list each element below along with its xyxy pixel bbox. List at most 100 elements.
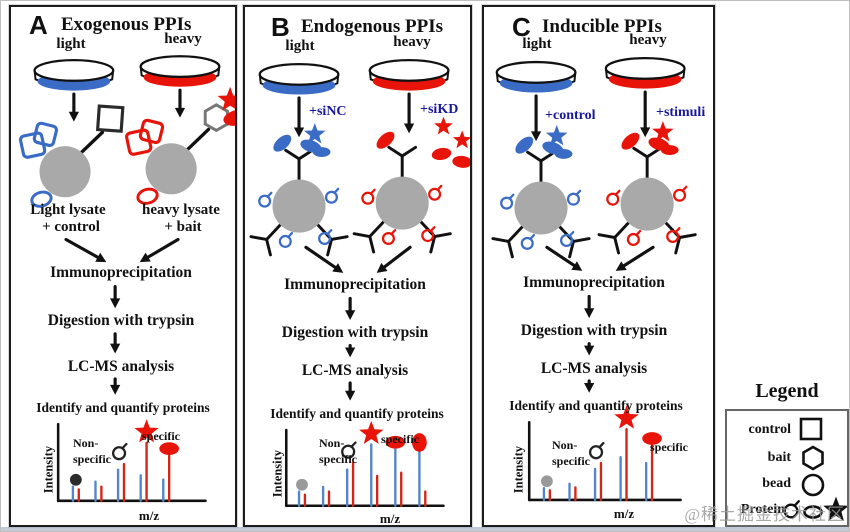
- chart-ylabel: Intensity: [270, 449, 285, 498]
- bait-protein-glyph-icon: [324, 187, 340, 204]
- prey-square-icon: [32, 121, 59, 147]
- antibody-icon: [597, 220, 631, 255]
- bait-protein-glyph-icon: [666, 227, 681, 244]
- bead: [375, 176, 429, 230]
- glyph-ring: [428, 187, 442, 201]
- line: [571, 237, 591, 243]
- protein-star-icon: [359, 420, 384, 444]
- antibody-icon: [249, 222, 283, 257]
- chart-annotation-nonspecific: specific: [73, 452, 111, 466]
- bead: [145, 143, 197, 195]
- line: [674, 236, 682, 255]
- protein-star-icon: [434, 116, 453, 135]
- glyph-tail: [333, 187, 340, 194]
- treatment-sikd: +siKD: [420, 102, 459, 117]
- glyph-tail: [681, 185, 688, 192]
- antibody-icon: [663, 220, 697, 255]
- glyph-tail: [575, 189, 582, 196]
- nonspecific-dot-icon: [69, 473, 82, 486]
- glyph-ring: [560, 233, 574, 247]
- line: [613, 220, 631, 239]
- bait-protein-glyph-icon: [626, 229, 642, 246]
- protein-oval-icon: [452, 155, 470, 168]
- arrow-head: [403, 123, 415, 134]
- panel-title: Inducible PPIs: [542, 16, 662, 37]
- lysate-label: + control: [42, 219, 100, 235]
- line: [526, 150, 543, 163]
- dish-label-heavy: heavy: [629, 32, 667, 48]
- protein-oval-icon: [312, 147, 331, 157]
- prey-square-icon: [138, 118, 165, 145]
- arrow-shaft: [304, 245, 340, 271]
- line: [632, 146, 649, 159]
- step-digestion: Digestion with trypsin: [47, 312, 195, 329]
- petri-dish: [139, 55, 221, 87]
- step-immunoprecipitation: Immunoprecipitation: [523, 274, 665, 291]
- chart-annotation-nonspecific: Non-: [552, 438, 578, 452]
- line: [429, 235, 437, 254]
- legend-bead-circle-icon: [801, 473, 825, 497]
- line: [678, 233, 697, 239]
- arrow-head: [110, 384, 121, 395]
- antibody-icon: [352, 219, 386, 254]
- glyph-tail: [674, 227, 681, 234]
- line: [265, 237, 272, 257]
- glyph-tail: [793, 500, 800, 507]
- step-digestion: Digestion with trypsin: [520, 322, 668, 339]
- chart-xlabel: m/z: [379, 511, 401, 526]
- legend: Legend control bait bead Protein: [723, 381, 849, 529]
- tether-line: [183, 127, 211, 154]
- arrow-head: [615, 261, 627, 271]
- arrow-head: [110, 343, 121, 354]
- arrow-head: [530, 131, 542, 142]
- glyph-ring: [111, 446, 127, 461]
- protein-oval-icon: [273, 134, 292, 152]
- bait-protein-glyph-icon: [606, 189, 621, 206]
- bait-hexagon-icon: [203, 103, 229, 133]
- arrow-head: [332, 263, 344, 273]
- line: [352, 232, 372, 238]
- glyph-ring: [500, 196, 514, 210]
- arrow-head: [293, 127, 305, 138]
- line: [387, 145, 404, 158]
- legend-box: control bait bead Protein: [725, 409, 849, 527]
- protein-star-icon: [452, 130, 470, 149]
- glyph-ring: [626, 232, 640, 246]
- step-immunoprecipitation: Immunoprecipitation: [284, 276, 426, 293]
- dish-rim: [604, 57, 686, 80]
- bead: [514, 181, 568, 235]
- antibody-icon: [418, 219, 452, 254]
- protein-star-icon: [546, 124, 568, 146]
- bait-protein-glyph-icon: [560, 230, 575, 247]
- line: [507, 224, 525, 243]
- treatment-stimuli: +stimuli: [656, 105, 706, 120]
- protein-oval-icon: [223, 109, 235, 126]
- bait-protein-glyph-icon: [566, 189, 582, 206]
- chart-annotation-nonspecific: specific: [319, 452, 357, 466]
- chart-annotation-nonspecific: specific: [552, 454, 590, 468]
- step-lcms: LC-MS analysis: [67, 358, 175, 375]
- antibody-bead-complex: [491, 124, 591, 259]
- arrow-head: [139, 252, 151, 263]
- watermark: @稀土掘金技术社区: [684, 505, 845, 524]
- glyph-ring: [566, 192, 580, 206]
- bait-protein-glyph-icon: [258, 191, 273, 208]
- dish-rim: [33, 59, 115, 82]
- arrow-head: [95, 252, 107, 263]
- chart-annotation-nonspecific: Non-: [73, 436, 99, 450]
- open-oval-icon: [136, 187, 159, 205]
- glyph-ring: [341, 444, 356, 459]
- chart-ylabel: Intensity: [511, 445, 526, 494]
- antibody-icon: [632, 146, 662, 181]
- arrow-head: [68, 111, 79, 122]
- dish-rim: [368, 59, 450, 82]
- legend-label-protein: Protein: [740, 502, 785, 517]
- chart-annotation-specific: specific: [650, 440, 688, 454]
- legend-label-bead: bead: [762, 476, 791, 491]
- petri-dish: [368, 59, 450, 91]
- glyph-ring: [783, 503, 799, 519]
- lysate-label: + bait: [164, 219, 202, 235]
- glyph-tail: [390, 229, 397, 236]
- chart-annotation-nonspecific: Non-: [319, 436, 345, 450]
- ms-spectrum-chart: [284, 420, 445, 508]
